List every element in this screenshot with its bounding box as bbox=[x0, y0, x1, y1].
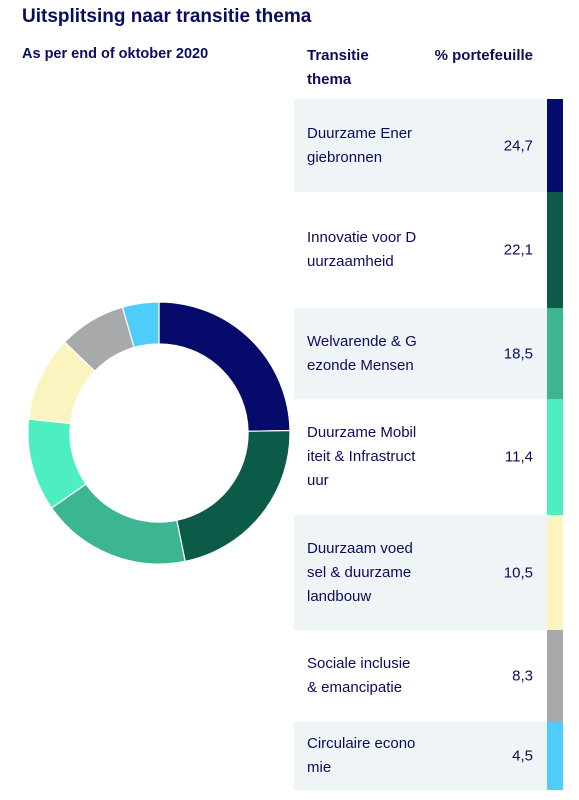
legend-row: Circulaire economie 4,5 bbox=[294, 722, 563, 790]
column-header-theme: Transitie thema bbox=[307, 47, 369, 88]
donut-slice bbox=[158, 301, 291, 432]
legend-label: Duurzame Energiebronnen bbox=[307, 124, 413, 166]
legend-value: 10,5 bbox=[503, 564, 533, 581]
legend-row: Welvarende & Gezonde Mensen 18,5 bbox=[294, 308, 563, 399]
legend-label: Circulaire economie bbox=[307, 735, 416, 776]
legend-row: Duurzame Mobiliteit & Infrastructuur 11,… bbox=[294, 399, 563, 515]
donut-chart bbox=[27, 301, 291, 565]
legend-value: 24,7 bbox=[503, 137, 533, 154]
legend-row: Innovatie voor Duurzaamheid 22,1 bbox=[294, 192, 563, 308]
legend-table: Duurzame Energiebronnen 24,7 Innovatie v… bbox=[294, 99, 563, 790]
legend-label: Duurzaam voedsel & duurzame landbouw bbox=[307, 539, 413, 605]
legend-swatch bbox=[547, 192, 563, 308]
legend-row: Duurzame Energiebronnen 24,7 bbox=[294, 99, 563, 192]
legend-row: Sociale inclusie & emancipatie 8,3 bbox=[294, 630, 563, 722]
chart-subtitle: As per end of oktober 2020 bbox=[22, 46, 209, 62]
legend-value: 11,4 bbox=[504, 448, 533, 466]
legend-swatch bbox=[547, 308, 563, 399]
legend-row: Duurzaam voedsel & duurzame landbouw 10,… bbox=[294, 515, 563, 630]
legend-value: 18,5 bbox=[503, 345, 533, 362]
legend-label: Duurzame Mobiliteit & Infrastructuur bbox=[307, 424, 417, 489]
legend-label: Sociale inclusie & emancipatie bbox=[307, 655, 411, 696]
column-header-percentage: % portefeuille bbox=[434, 47, 533, 64]
legend-swatch bbox=[547, 630, 563, 722]
legend-swatch bbox=[547, 99, 563, 192]
legend-swatch bbox=[547, 515, 563, 630]
donut-slice bbox=[176, 429, 291, 563]
legend-label: Welvarende & Gezonde Mensen bbox=[307, 332, 417, 374]
legend-swatch bbox=[547, 399, 563, 515]
legend-value: 8,3 bbox=[512, 667, 533, 685]
legend-value: 22,1 bbox=[503, 241, 533, 259]
legend-label: Innovatie voor Duurzaamheid bbox=[307, 229, 417, 270]
donut-slice bbox=[50, 483, 186, 565]
legend-swatch bbox=[547, 722, 563, 790]
donut-slice bbox=[121, 301, 160, 349]
chart-title: Uitsplitsing naar transitie thema bbox=[22, 6, 312, 27]
legend-value: 4,5 bbox=[512, 747, 533, 765]
